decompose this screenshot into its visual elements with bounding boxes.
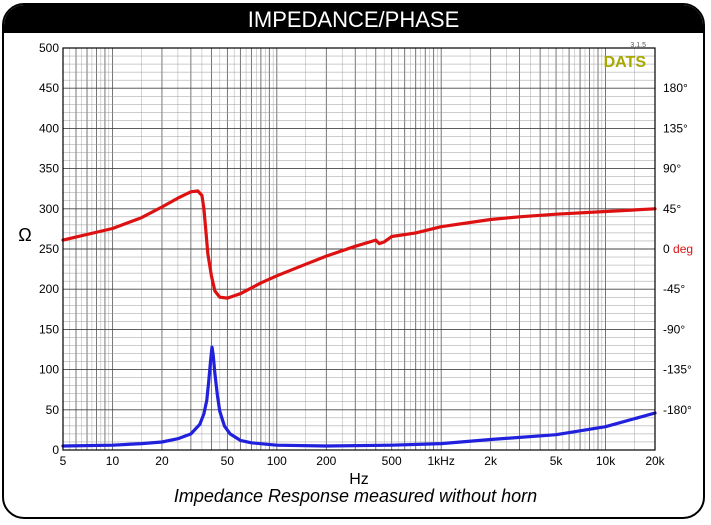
x-axis-label: Hz — [349, 471, 369, 488]
x-tick-label: 5 — [60, 454, 67, 468]
x-tick-label: 10k — [596, 454, 616, 468]
y-axis-label: Ω — [18, 225, 31, 245]
dats-logo: DATS — [604, 54, 647, 71]
axis-labels: 0 50 100 150 200 250 300 350 400 450 500 5 10 20 50 100… — [18, 41, 693, 488]
phase-unit-label: deg — [670, 242, 693, 256]
x-tick-label: 1kHz — [428, 454, 455, 468]
phase-tick-label: 135° — [663, 121, 688, 135]
x-tick-label: 5k — [550, 454, 564, 468]
phase-tick-label: -180° — [663, 403, 692, 417]
chart-caption: Impedance Response measured without horn — [173, 486, 538, 506]
x-tick-label: 20k — [645, 454, 665, 468]
y-tick-label: 150 — [39, 322, 59, 336]
chart-title: IMPEDANCE/PHASE — [4, 5, 703, 33]
phase-tick-label: -135° — [663, 363, 692, 377]
y-tick-label: 0 — [52, 443, 59, 457]
y-tick-label: 450 — [39, 81, 59, 95]
chart-frame: IMPEDANCE/PHASE — [2, 3, 705, 519]
x-tick-label: 20 — [155, 454, 169, 468]
plot-border — [62, 47, 656, 451]
y-tick-label: 250 — [39, 242, 59, 256]
phase-tick-label: 180° — [663, 81, 688, 95]
dats-version: 3.1.5 — [630, 42, 646, 49]
phase-tick-label: 0 deg — [663, 242, 693, 256]
y-tick-label: 400 — [39, 121, 59, 135]
plot-area — [62, 47, 656, 451]
y-tick-label: 350 — [39, 162, 59, 176]
y-tick-label: 50 — [46, 403, 60, 417]
phase-curve — [61, 189, 657, 300]
phase-tick-label: -45° — [663, 282, 685, 296]
y-tick-label: 200 — [39, 282, 59, 296]
phase-tick-label: -90° — [663, 322, 685, 336]
chart-curves — [61, 189, 657, 448]
x-tick-label: 10 — [106, 454, 120, 468]
impedance-curve — [61, 345, 657, 448]
phase-tick-label: 90° — [663, 162, 681, 176]
x-tick-label: 500 — [382, 454, 402, 468]
y-tick-label: 300 — [39, 202, 59, 216]
y-tick-label: 100 — [39, 363, 59, 377]
y-tick-label: 500 — [39, 41, 59, 55]
x-tick-label: 50 — [221, 454, 235, 468]
chart-grid — [62, 47, 656, 451]
x-tick-label: 100 — [267, 454, 287, 468]
phase-tick-label: 45° — [663, 202, 681, 216]
x-tick-label: 200 — [316, 454, 336, 468]
x-tick-label: 2k — [484, 454, 498, 468]
